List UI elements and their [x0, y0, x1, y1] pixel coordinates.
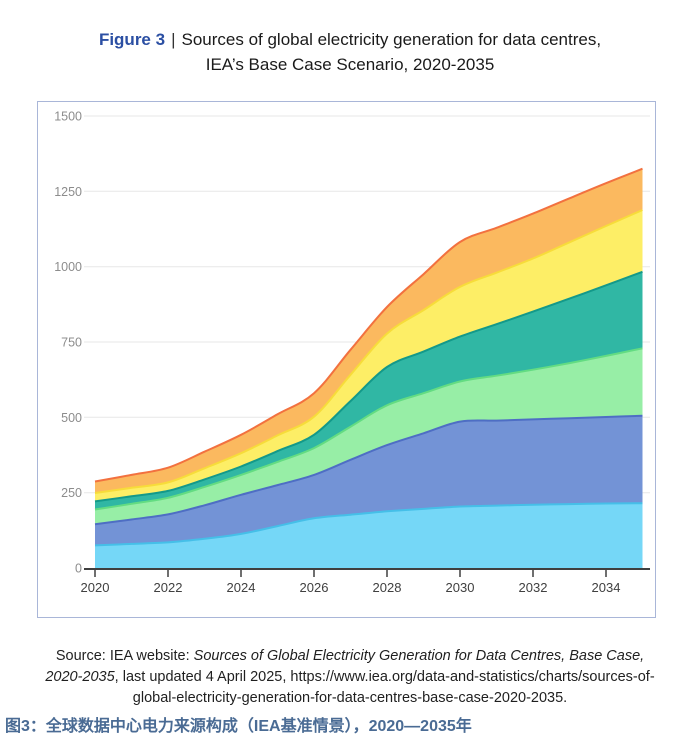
stacked-area-chart: 0 250 500 750 1000 1250 1500 2020 2022 2024 2026 20…	[54, 110, 650, 595]
y-tick-label: 250	[61, 486, 82, 500]
x-tick-label: 2026	[300, 580, 329, 595]
title-separator: |	[171, 30, 176, 49]
figure-title-line1: Figure 3 | Sources of global electricity g…	[0, 28, 700, 53]
source-note-suffix: , last updated 4 April 2025, https://www…	[114, 669, 655, 707]
yellow-band-line	[94, 209, 643, 494]
chart-area: 0 250 500 750 1000 1250 1500 2020 2022 2024 2026 20…	[37, 101, 656, 618]
y-tick-label: 500	[61, 411, 82, 425]
source-note-title: Sources of Global Electricity Generation…	[45, 648, 645, 686]
teal-band-line	[94, 270, 643, 503]
x-tick-label: 2034	[592, 580, 621, 595]
figure-caption-chinese: 图3：全球数据中心电力来源构成（IEA基准情景），2020—2035年	[5, 718, 472, 735]
teal-band-area	[95, 271, 643, 510]
figure-title: Figure 3 | Sources of global electricity g…	[0, 28, 700, 77]
cyan-band-area	[95, 503, 643, 568]
blue-band-area	[95, 415, 643, 546]
x-tick-label: 2024	[227, 580, 256, 595]
green-band-line	[94, 347, 643, 511]
source-note: Source: IEA website: Sources of Global E…	[38, 646, 662, 709]
orange-band-line	[94, 167, 643, 483]
y-tick-label: 0	[75, 562, 82, 576]
green-band-area	[95, 348, 643, 525]
source-note-prefix: Source: IEA website:	[55, 648, 194, 664]
y-tick-label: 1500	[54, 110, 82, 124]
figure-number-label: Figure 3	[98, 30, 166, 49]
figure-title-text: Sources of global electricity generation…	[181, 30, 602, 49]
x-tick-label: 2022	[154, 580, 183, 595]
cyan-band-line	[94, 502, 643, 547]
orange-band-area	[95, 168, 643, 493]
y-tick-label: 750	[61, 336, 82, 350]
y-tick-label: 1250	[54, 185, 82, 199]
figure-title-line2: IEA’s Base Case Scenario, 2020-2035	[205, 54, 495, 74]
y-tick-label: 1000	[54, 260, 82, 274]
blue-band-line	[94, 414, 643, 526]
x-tick-label: 2028	[373, 580, 402, 595]
x-tick-label: 2020	[81, 580, 110, 595]
yellow-band-area	[95, 210, 643, 502]
x-tick-label: 2030	[446, 580, 475, 595]
x-tick-label: 2032	[519, 580, 548, 595]
